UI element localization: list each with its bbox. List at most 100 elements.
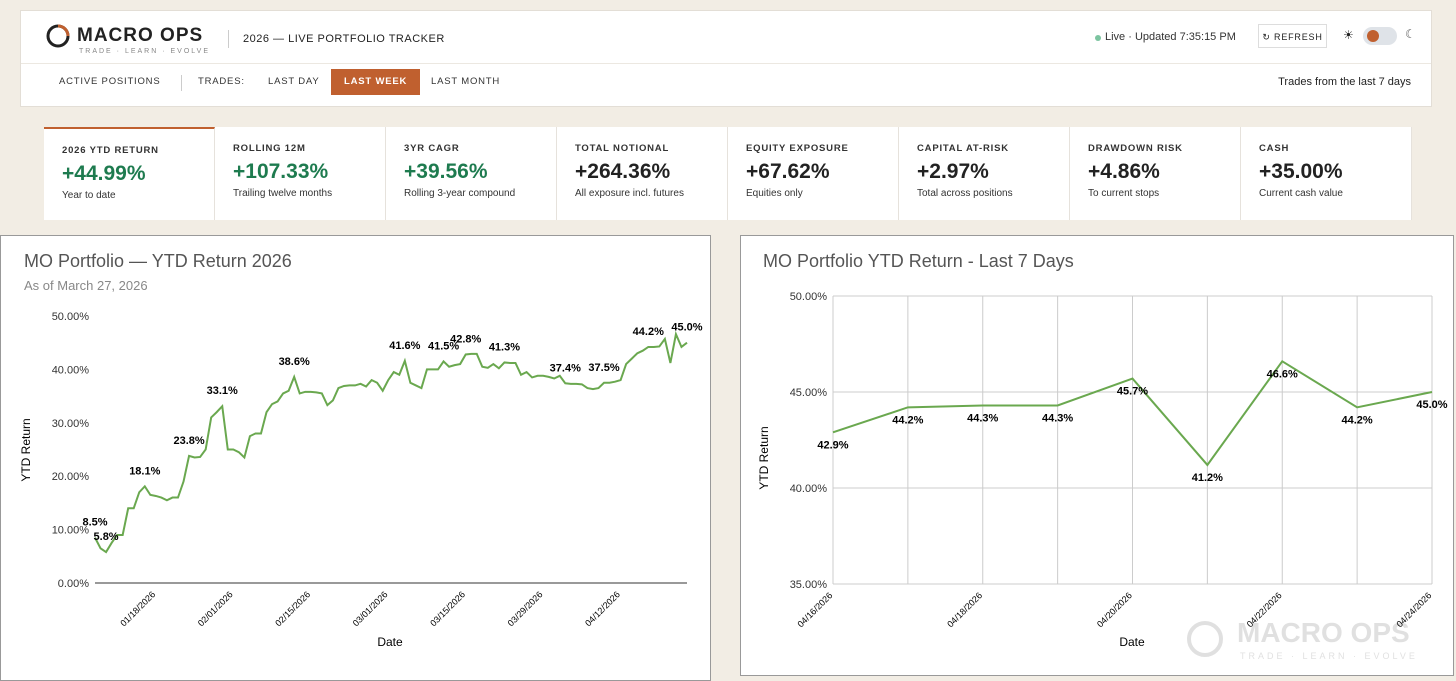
sun-icon: ☀: [1343, 28, 1354, 42]
data-label: 5.8%: [94, 531, 119, 543]
kpi-label: ROLLING 12M: [233, 143, 306, 154]
chart-subtitle: As of March 27, 2026: [24, 278, 148, 293]
kpi-card: 2026 YTD RETURN +44.99% Year to date: [44, 127, 215, 220]
kpi-sub: Trailing twelve months: [233, 188, 333, 199]
x-tick-label: 01/18/2026: [118, 589, 157, 628]
data-line: [832, 359, 1433, 467]
trades-note: Trades from the last 7 days: [1278, 76, 1411, 88]
kpi-value: +4.86%: [1088, 160, 1160, 183]
kpi-card: CASH +35.00% Current cash value: [1241, 127, 1412, 220]
kpi-sub: Equities only: [746, 188, 803, 199]
kpi-sub: To current stops: [1088, 188, 1160, 199]
y-tick-label: 35.00%: [790, 579, 828, 591]
data-label: 44.3%: [1042, 412, 1073, 424]
kpi-card: EQUITY EXPOSURE +67.62% Equities only: [728, 127, 899, 220]
chart-panel: [0, 235, 711, 681]
x-tick-label: 04/16/2026: [795, 590, 834, 629]
data-label: 46.6%: [1267, 368, 1298, 380]
kpi-value: +39.56%: [404, 160, 488, 183]
data-label: 38.6%: [279, 356, 310, 368]
tab[interactable]: LAST MONTH: [431, 76, 501, 87]
data-label: 41.5%: [428, 340, 459, 352]
x-tick-label: 04/20/2026: [1095, 590, 1134, 629]
chart-title: MO Portfolio YTD Return - Last 7 Days: [763, 251, 1074, 271]
kpi-label: EQUITY EXPOSURE: [746, 143, 849, 154]
kpi-label: 2026 YTD RETURN: [62, 145, 159, 156]
watermark: MACRO OPS TRADE · LEARN · EVOLVE: [1187, 617, 1415, 661]
kpi-card: DRAWDOWN RISK +4.86% To current stops: [1070, 127, 1241, 220]
kpi-label: CAPITAL AT-RISK: [917, 143, 1009, 154]
y-tick-label: 0.00%: [58, 578, 89, 590]
kpi-sub: Total across positions: [917, 188, 1013, 199]
y-tick-label: 50.00%: [790, 291, 828, 303]
tab-active[interactable]: LAST WEEK: [331, 69, 421, 95]
kpi-sub: All exposure incl. futures: [575, 188, 684, 199]
data-label: 37.5%: [588, 362, 619, 374]
kpi-value: +107.33%: [233, 160, 329, 183]
data-line: [94, 330, 688, 554]
data-label: 44.2%: [892, 414, 923, 426]
live-dot: [1095, 35, 1101, 41]
data-label: 41.6%: [389, 340, 420, 352]
y-axis-label: YTD Return: [19, 418, 33, 481]
data-label: 42.8%: [450, 333, 481, 345]
kpi-value: +67.62%: [746, 160, 830, 183]
x-tick-label: 04/12/2026: [583, 589, 622, 628]
x-tick-label: 03/29/2026: [506, 589, 545, 628]
kpi-value: +2.97%: [917, 160, 989, 183]
kpi-label: CASH: [1259, 143, 1290, 154]
kpi-value: +44.99%: [62, 162, 146, 185]
kpi-label: TOTAL NOTIONAL: [575, 143, 670, 154]
theme-toggle[interactable]: [1363, 27, 1397, 45]
kpi-sub: Current cash value: [1259, 188, 1343, 199]
kpi-card: 3YR CAGR +39.56% Rolling 3-year compound: [386, 127, 557, 220]
x-tick-label: 03/01/2026: [351, 589, 390, 628]
header-panel: MACRO OPS TRADE · LEARN · EVOLVE 2026 — …: [20, 10, 1432, 107]
watermark-logo: MACRO OPS: [1237, 617, 1410, 648]
chart-panel: [740, 235, 1454, 676]
data-label: 18.1%: [129, 465, 160, 477]
data-label: 44.2%: [633, 326, 664, 338]
data-label: 44.2%: [1342, 414, 1373, 426]
y-tick-label: 10.00%: [52, 525, 90, 537]
x-axis-label: Date: [377, 635, 403, 649]
x-tick-label: 04/18/2026: [945, 590, 984, 629]
data-label: 42.9%: [817, 439, 848, 451]
y-tick-label: 45.00%: [790, 387, 828, 399]
data-label: 8.5%: [82, 517, 107, 529]
y-axis-label: YTD Return: [757, 426, 771, 489]
y-tick-label: 20.00%: [52, 471, 90, 483]
data-label: 45.0%: [1416, 399, 1447, 411]
logo-text: MACRO OPS: [77, 25, 204, 46]
kpi-value: +35.00%: [1259, 160, 1343, 183]
nav-active-positions[interactable]: ACTIVE POSITIONS: [59, 76, 161, 87]
kpi-sub: Rolling 3-year compound: [404, 188, 516, 199]
x-tick-label: 04/24/2026: [1394, 590, 1433, 629]
x-tick-label: 02/15/2026: [273, 589, 312, 628]
moon-icon: ☾: [1405, 27, 1416, 41]
x-axis-label: Date: [1119, 635, 1145, 649]
data-label: 45.0%: [671, 322, 702, 334]
logo-tagline: TRADE · LEARN · EVOLVE: [79, 48, 211, 55]
y-tick-label: 30.00%: [52, 418, 90, 430]
data-label: 41.2%: [1192, 472, 1223, 484]
y-tick-label: 50.00%: [52, 311, 90, 323]
data-label: 23.8%: [173, 435, 204, 447]
kpi-label: DRAWDOWN RISK: [1088, 143, 1183, 154]
kpi-label: 3YR CAGR: [404, 143, 460, 154]
data-label: 45.7%: [1117, 386, 1148, 398]
kpi-row: 2026 YTD RETURN +44.99% Year to date ROLLIN…: [44, 127, 1412, 220]
kpi-sub: Year to date: [62, 190, 116, 201]
tab[interactable]: LAST DAY: [268, 76, 320, 87]
kpi-card: CAPITAL AT-RISK +2.97% Total across positi…: [899, 127, 1070, 220]
y-tick-label: 40.00%: [52, 364, 90, 376]
refresh-label: REFRESH: [1274, 32, 1323, 42]
data-label: 41.3%: [489, 341, 520, 353]
data-label: 44.3%: [967, 412, 998, 424]
refresh-button[interactable]: ↻ REFRESH: [1258, 24, 1327, 48]
kpi-card: TOTAL NOTIONAL +264.36% All exposure incl.…: [557, 127, 728, 220]
page-title: 2026 — LIVE PORTFOLIO TRACKER: [228, 30, 445, 48]
data-label: 33.1%: [207, 385, 238, 397]
